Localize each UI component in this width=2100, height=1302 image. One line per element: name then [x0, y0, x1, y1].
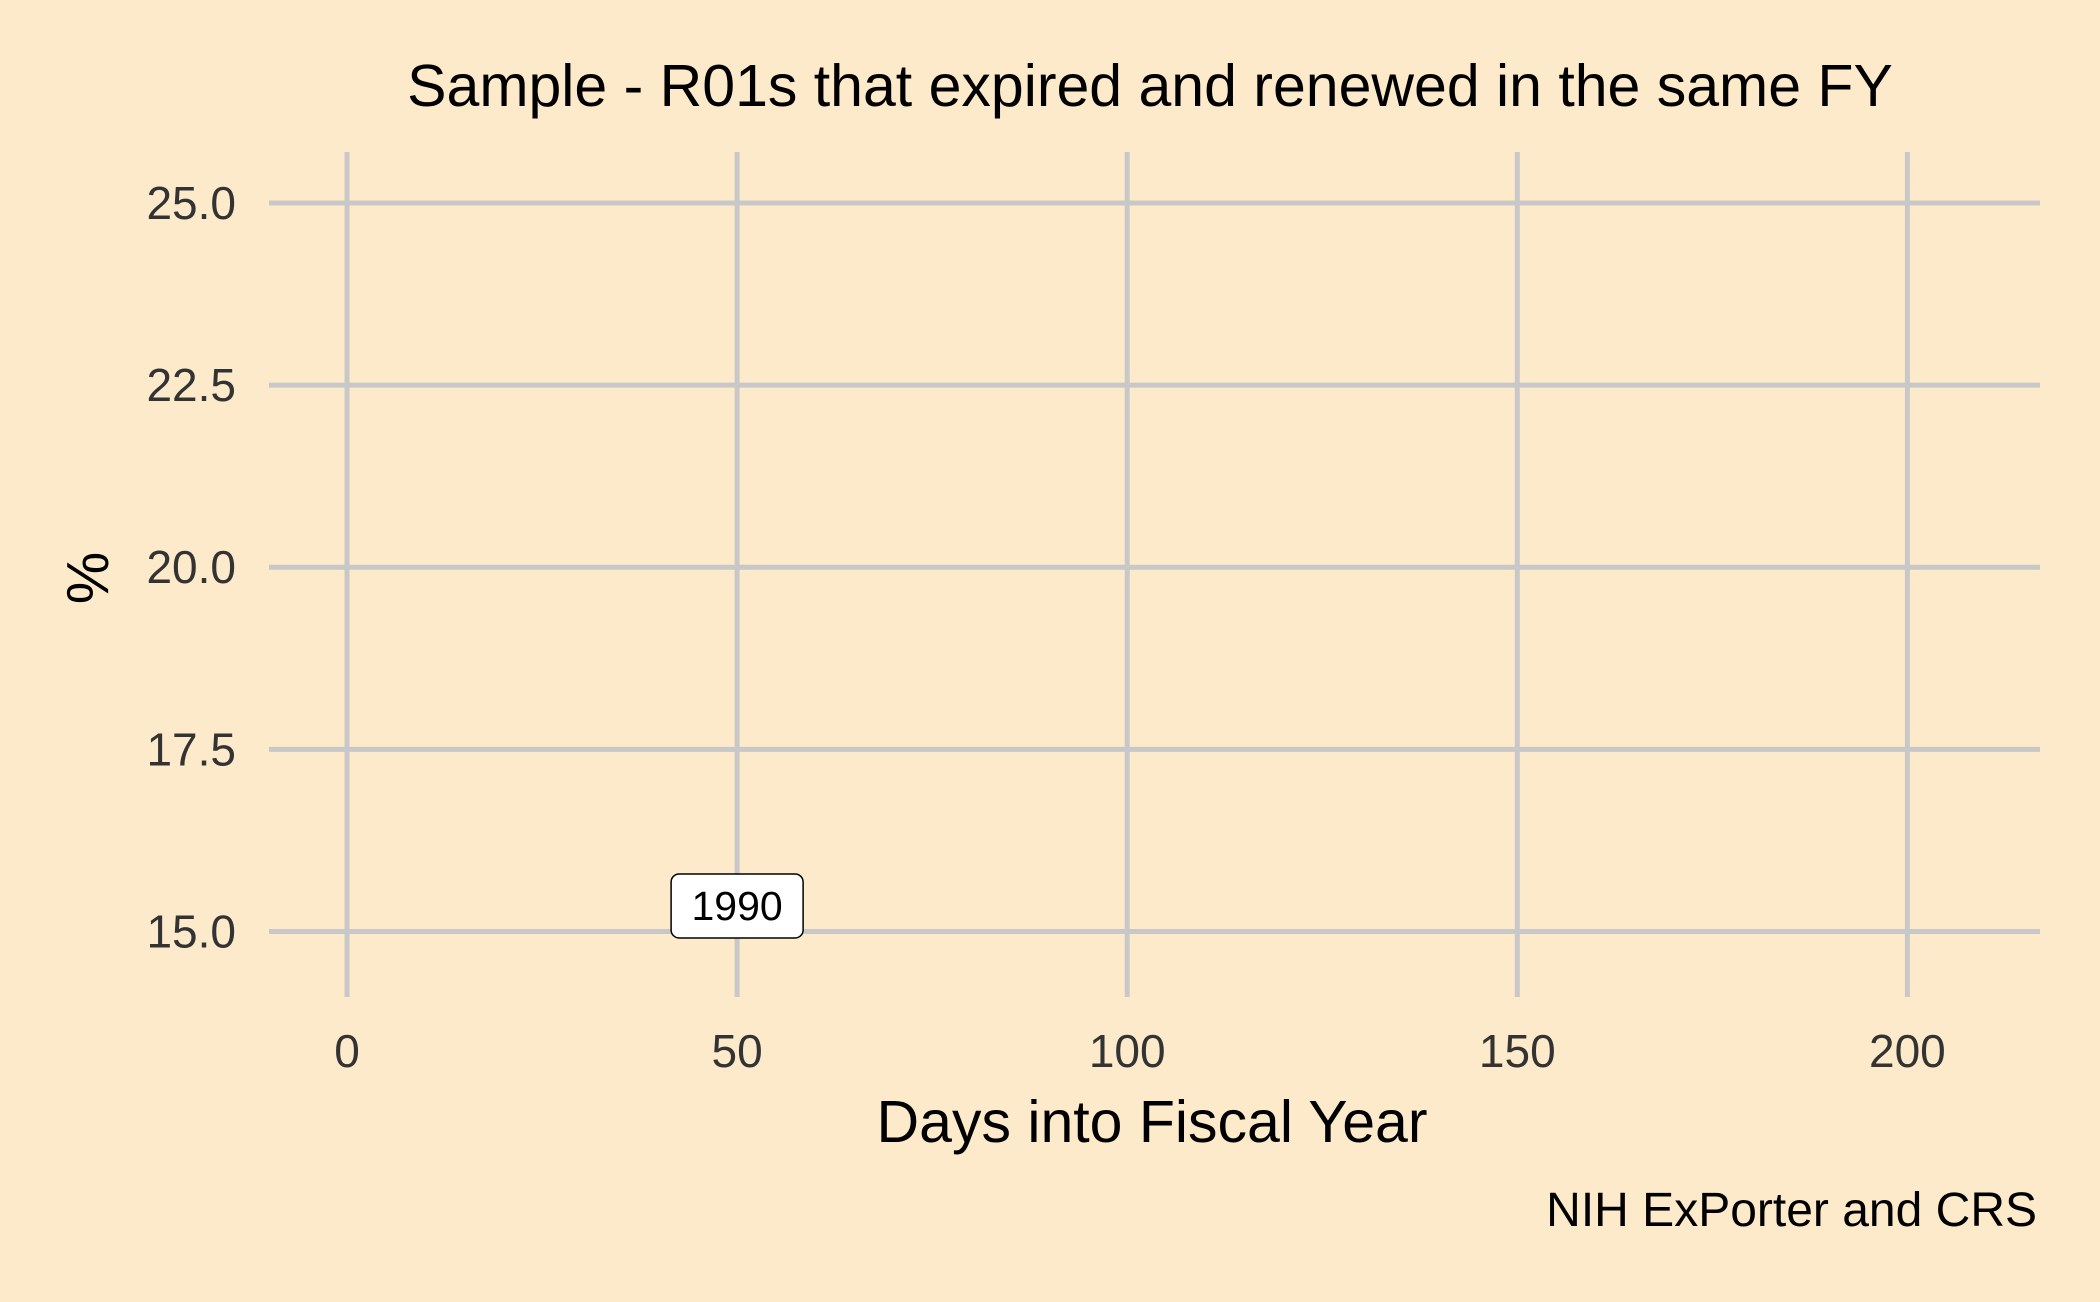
annotations: 1990 — [670, 873, 804, 939]
x-tick-label: 150 — [1479, 1025, 1556, 1077]
grid — [269, 152, 2040, 997]
x-tick-label: 200 — [1869, 1025, 1946, 1077]
y-axis-title: % — [55, 552, 121, 604]
y-tick-label: 17.5 — [146, 723, 236, 775]
y-tick-label: 15.0 — [146, 905, 236, 957]
axes: 15.0 17.5 20.0 22.5 25.0 0 50 100 150 200 — [146, 177, 1945, 1077]
y-tick-label: 20.0 — [146, 541, 236, 593]
point-label-text: 1990 — [691, 883, 782, 929]
y-tick-label: 22.5 — [146, 359, 236, 411]
point-label-box — [670, 873, 804, 939]
x-tick-label: 0 — [334, 1025, 360, 1077]
x-tick-label: 100 — [1089, 1025, 1166, 1077]
point-label: 1990 — [670, 873, 804, 939]
y-tick-label: 25.0 — [146, 177, 236, 229]
chart-title: Sample - R01s that expired and renewed i… — [407, 53, 1893, 119]
chart-caption: NIH ExPorter and CRS — [1546, 1184, 2037, 1237]
x-tick-label: 50 — [712, 1025, 763, 1077]
x-axis-title: Days into Fiscal Year — [877, 1089, 1428, 1155]
